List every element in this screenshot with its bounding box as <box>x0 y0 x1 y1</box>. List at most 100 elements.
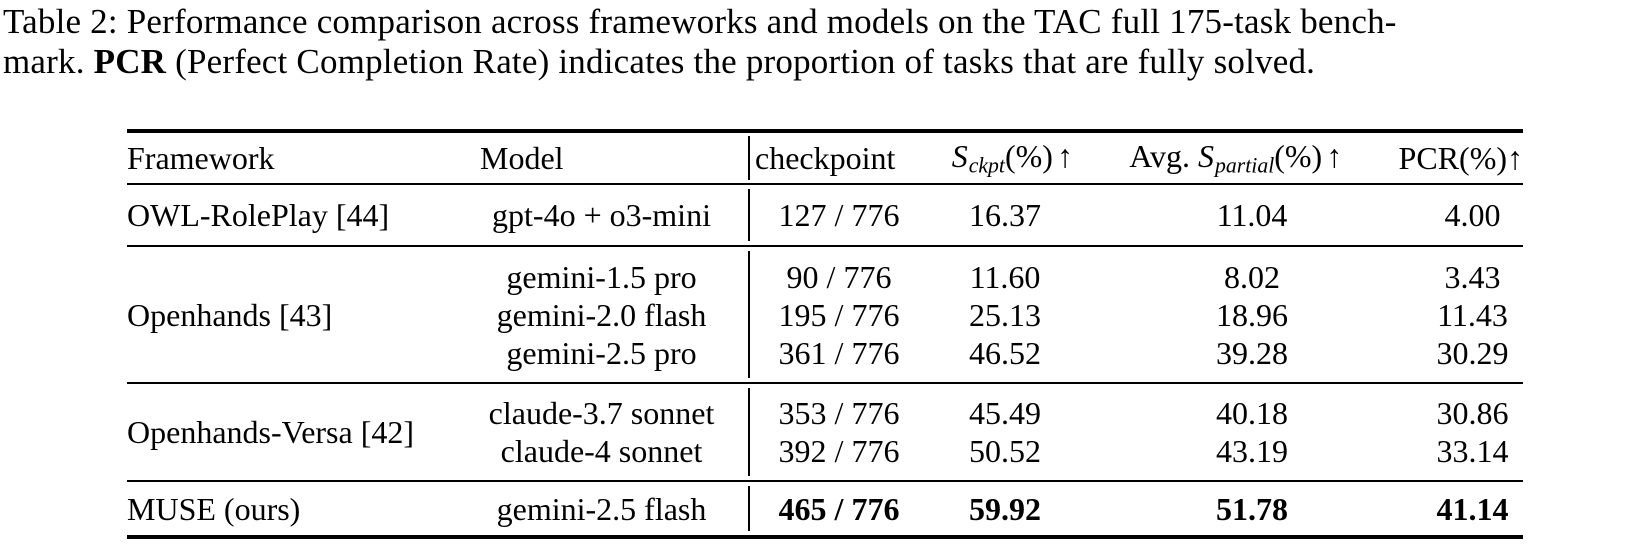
s-partial-symbol: S <box>1198 137 1215 174</box>
s-ckpt-percent: (%) <box>1004 137 1053 174</box>
framework-label: Openhands [43] <box>127 296 333 333</box>
checkpoint-value: 195 / 776 <box>778 296 900 333</box>
framework-cell: OWL-RolePlay [44] <box>127 185 455 245</box>
s-partial-cell: 11.04 <box>1082 185 1422 245</box>
s-ckpt-value: 50.52 <box>969 433 1041 469</box>
pcr-label: PCR(%) <box>1398 139 1507 176</box>
s-ckpt-value: 16.37 <box>969 197 1041 233</box>
results-table: Framework Model checkpoint Sckpt(%) ↑ Avg… <box>127 129 1523 539</box>
s-partial-cell: 8.02 18.96 39.28 <box>1082 247 1422 382</box>
checkpoint-cell: 127 / 776 <box>748 189 928 241</box>
pcr-cell: 41.14 <box>1422 482 1523 535</box>
s-partial-value: 51.78 <box>1216 490 1288 527</box>
up-arrow-icon: ↑ <box>1507 139 1523 176</box>
framework-label: Openhands-Versa [42] <box>127 414 415 450</box>
header-metrics: checkpoint Sckpt(%) ↑ Avg. Spartial(%) ↑ P… <box>748 136 1523 180</box>
model-label: claude-3.7 sonnet <box>488 395 715 431</box>
checkpoint-cell: 465 / 776 <box>748 486 928 531</box>
checkpoint-value: 361 / 776 <box>778 334 900 371</box>
checkpoint-value: 90 / 776 <box>786 258 892 295</box>
checkpoint-cell: 353 / 776 392 / 776 <box>748 388 928 476</box>
pcr-value: 11.43 <box>1437 296 1508 333</box>
framework-cell: Openhands [43] <box>127 247 455 382</box>
s-ckpt-value: 45.49 <box>969 395 1041 431</box>
model-label: gpt-4o + o3-mini <box>492 197 711 233</box>
checkpoint-value: 392 / 776 <box>778 433 900 469</box>
caption-text-2b: (Perfect Completion Rate) indicates the … <box>175 42 1316 81</box>
header-separator-rule <box>127 183 1523 185</box>
s-ckpt-value: 25.13 <box>969 296 1041 333</box>
s-partial-value: 43.19 <box>1216 433 1288 469</box>
model-cell: gemini-1.5 pro gemini-2.0 flash gemini-2… <box>455 247 748 382</box>
header-model: Model <box>480 139 564 176</box>
s-partial-percent: (%) <box>1274 137 1323 174</box>
s-ckpt-symbol: S <box>951 137 968 174</box>
table-bottom-rule <box>127 535 1523 539</box>
table-group-muse: MUSE (ours) gemini-2.5 flash 465 / 776 5… <box>127 482 1523 535</box>
header-framework: Framework <box>127 139 275 176</box>
caption-text-2a: mark. <box>3 42 85 81</box>
caption-line-2: mark. PCR (Perfect Completion Rate) indi… <box>3 42 1575 82</box>
header-pcr: PCR(%)↑ <box>1399 140 1523 177</box>
pcr-cell: 4.00 <box>1422 185 1523 245</box>
pcr-value: 4.00 <box>1444 197 1501 233</box>
table-group-openhands: Openhands [43] gemini-1.5 pro gemini-2.0… <box>127 247 1523 382</box>
pcr-cell: 30.86 33.14 <box>1422 384 1523 480</box>
framework-cell: MUSE (ours) <box>127 482 455 535</box>
s-ckpt-value: 59.92 <box>969 490 1041 527</box>
table-group-openhands-versa: Openhands-Versa [42] claude-3.7 sonnet c… <box>127 384 1523 480</box>
checkpoint-value: 465 / 776 <box>778 490 900 527</box>
s-ckpt-value: 11.60 <box>969 258 1041 295</box>
caption-text-1: Table 2: Performance comparison across f… <box>3 2 1397 41</box>
avg-label: Avg. <box>1129 137 1191 174</box>
s-partial-value: 8.02 <box>1224 258 1280 295</box>
model-cell: gpt-4o + o3-mini <box>455 185 748 245</box>
s-ckpt-cell: 11.60 25.13 46.52 <box>928 247 1082 382</box>
pcr-value: 30.86 <box>1436 395 1509 431</box>
group-separator-rule <box>127 245 1523 247</box>
s-partial-cell: 51.78 <box>1082 482 1422 535</box>
group-separator-rule <box>127 480 1523 482</box>
s-partial-cell: 40.18 43.19 <box>1082 384 1422 480</box>
model-label: claude-4 sonnet <box>500 433 703 469</box>
model-label: gemini-1.5 pro <box>506 258 697 295</box>
s-partial-value: 11.04 <box>1216 197 1288 233</box>
header-s-ckpt: Sckpt(%) ↑ <box>952 138 1073 178</box>
up-arrow-icon: ↑ <box>1326 137 1343 174</box>
model-cell: gemini-2.5 flash <box>455 482 748 535</box>
framework-label: OWL-RolePlay [44] <box>127 197 390 233</box>
table-top-rule <box>127 129 1523 133</box>
caption-pcr-bold: PCR <box>93 42 167 81</box>
table-group-owl-roleplay: OWL-RolePlay [44] gpt-4o + o3-mini 127 /… <box>127 185 1523 245</box>
pcr-value: 33.14 <box>1436 433 1509 469</box>
s-ckpt-value: 46.52 <box>969 334 1041 371</box>
s-ckpt-cell: 16.37 <box>928 185 1082 245</box>
s-ckpt-subscript: ckpt <box>968 153 1005 178</box>
s-partial-value: 18.96 <box>1216 296 1288 333</box>
model-label: gemini-2.5 flash <box>496 490 707 527</box>
caption-line-1: Table 2: Performance comparison across f… <box>3 2 1575 42</box>
pcr-value: 41.14 <box>1436 490 1509 527</box>
s-partial-value: 39.28 <box>1216 334 1288 371</box>
model-label: gemini-2.0 flash <box>496 296 707 333</box>
header-s-partial: Avg. Spartial(%) ↑ <box>1129 138 1342 178</box>
table-caption: Table 2: Performance comparison across f… <box>3 2 1575 82</box>
s-partial-subscript: partial <box>1215 153 1275 178</box>
model-cell: claude-3.7 sonnet claude-4 sonnet <box>455 384 748 480</box>
header-checkpoint: checkpoint <box>755 139 896 176</box>
group-separator-rule <box>127 382 1523 384</box>
framework-cell: Openhands-Versa [42] <box>127 384 455 480</box>
checkpoint-value: 127 / 776 <box>778 197 900 233</box>
pcr-value: 30.29 <box>1436 334 1509 371</box>
up-arrow-icon: ↑ <box>1056 137 1073 174</box>
checkpoint-value: 353 / 776 <box>778 395 900 431</box>
model-label: gemini-2.5 pro <box>506 334 697 371</box>
checkpoint-cell: 90 / 776 195 / 776 361 / 776 <box>748 251 928 378</box>
s-ckpt-cell: 45.49 50.52 <box>928 384 1082 480</box>
pcr-value: 3.43 <box>1444 258 1501 295</box>
table-header-row: Framework Model checkpoint Sckpt(%) ↑ Avg… <box>127 133 1523 183</box>
pcr-cell: 3.43 11.43 30.29 <box>1422 247 1523 382</box>
s-ckpt-cell: 59.92 <box>928 482 1082 535</box>
s-partial-value: 40.18 <box>1216 395 1288 431</box>
framework-label: MUSE (ours) <box>127 490 301 527</box>
